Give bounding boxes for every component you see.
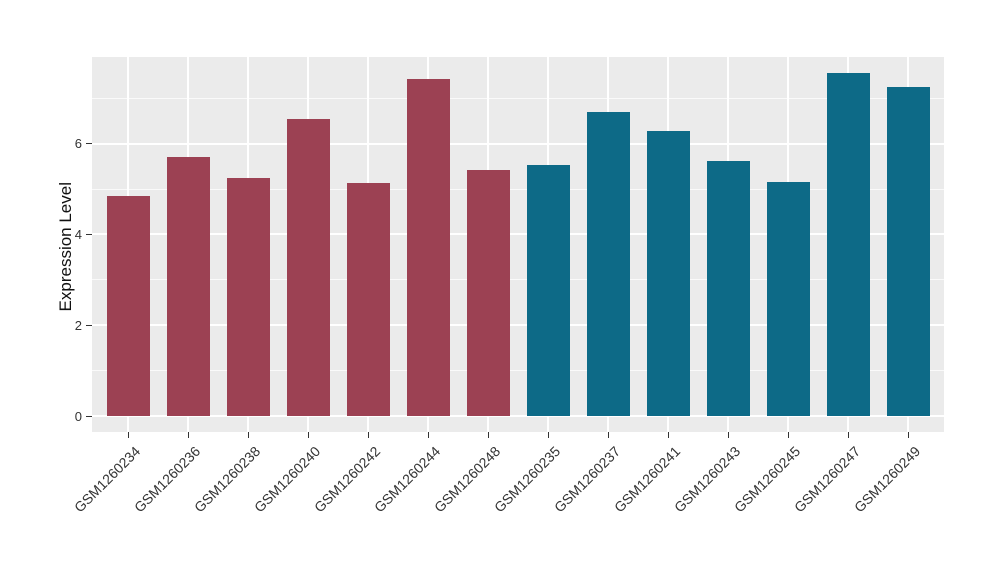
x-tick-mark-GSM1260241	[667, 432, 669, 438]
x-tick-mark-GSM1260242	[367, 432, 369, 438]
x-tick-mark-GSM1260249	[907, 432, 909, 438]
bar-GSM1260241	[646, 131, 690, 416]
x-tick-mark-GSM1260234	[127, 432, 129, 438]
major-gridline-y6	[92, 142, 944, 145]
major-gridline-y2	[92, 324, 944, 327]
bar-GSM1260245	[766, 182, 810, 416]
y-tick-mark-6	[86, 143, 92, 145]
bar-GSM1260240	[286, 118, 330, 416]
bar-GSM1260247	[826, 73, 870, 416]
y-tick-mark-0	[86, 415, 92, 417]
x-tick-mark-GSM1260238	[247, 432, 249, 438]
minor-gridline-y7	[92, 97, 944, 99]
x-tick-mark-GSM1260243	[727, 432, 729, 438]
y-tick-mark-4	[86, 233, 92, 235]
x-tick-mark-GSM1260248	[487, 432, 489, 438]
x-tick-mark-GSM1260237	[607, 432, 609, 438]
bar-GSM1260234	[106, 196, 150, 416]
bar-GSM1260242	[346, 183, 390, 416]
x-tick-mark-GSM1260235	[547, 432, 549, 438]
bar-GSM1260244	[406, 78, 450, 416]
y-tick-label-0: 0	[74, 408, 82, 424]
x-tick-mark-GSM1260240	[307, 432, 309, 438]
minor-gridline-y3	[92, 279, 944, 281]
major-gridline-y4	[92, 233, 944, 236]
x-tick-mark-GSM1260244	[427, 432, 429, 438]
y-axis-title: Expression Level	[56, 182, 75, 312]
bar-GSM1260249	[886, 87, 930, 416]
bar-GSM1260235	[526, 165, 570, 416]
minor-gridline-y5	[92, 188, 944, 190]
bar-GSM1260237	[586, 112, 630, 416]
y-tick-label-6: 6	[74, 136, 82, 152]
major-gridline-y0	[92, 415, 944, 417]
bar-GSM1260236	[166, 156, 210, 416]
y-tick-label-2: 2	[74, 317, 82, 333]
x-tick-mark-GSM1260236	[187, 432, 189, 438]
x-tick-mark-GSM1260247	[847, 432, 849, 438]
y-axis-title-wrap: Expression Level	[52, 57, 80, 437]
bar-GSM1260243	[706, 160, 750, 416]
x-tick-mark-GSM1260245	[787, 432, 789, 438]
plot-panel	[92, 57, 944, 432]
minor-gridline-y1	[92, 370, 944, 372]
bar-GSM1260248	[466, 169, 510, 416]
y-tick-label-4: 4	[74, 226, 82, 242]
bar-GSM1260238	[226, 177, 270, 416]
y-tick-mark-2	[86, 324, 92, 326]
